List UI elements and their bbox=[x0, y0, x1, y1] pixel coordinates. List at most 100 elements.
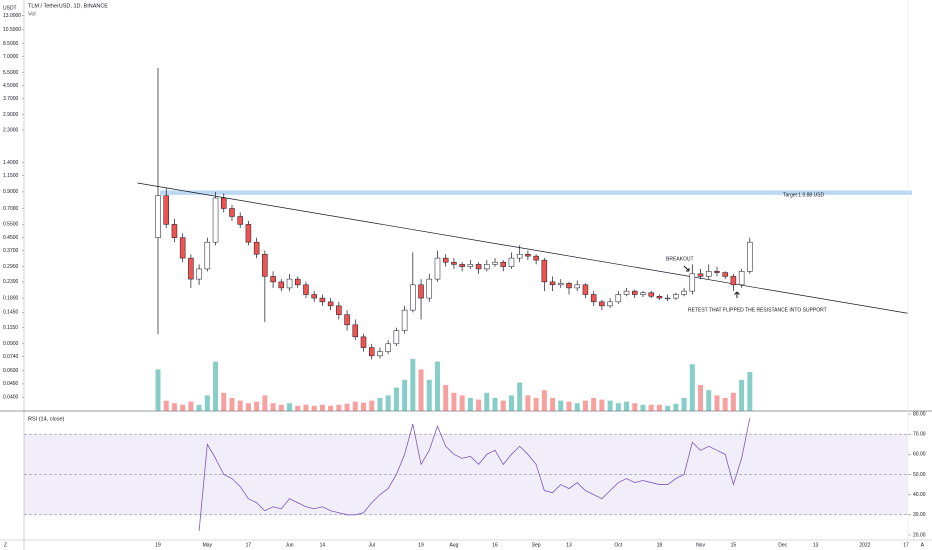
y-tick-label: 0.1800 bbox=[3, 295, 19, 301]
volume-bar bbox=[459, 395, 465, 411]
chart-title: TLM / TetherUSD, 1D, BINANCE bbox=[28, 3, 108, 9]
y-tick-label: 10.5000 bbox=[3, 27, 21, 33]
candle-body bbox=[393, 330, 400, 345]
volume-bar bbox=[615, 403, 621, 411]
candle-body bbox=[344, 314, 350, 326]
x-tick-label: 19 bbox=[418, 542, 424, 548]
x-tick-label: Nov bbox=[696, 542, 705, 548]
y-tick-label: 0.1150 bbox=[3, 325, 18, 331]
volume-bar bbox=[196, 404, 202, 411]
currency-label: USDT bbox=[3, 5, 17, 11]
candle-body bbox=[730, 276, 737, 286]
candle-body bbox=[697, 273, 704, 277]
x-tick-label: Sep bbox=[532, 542, 541, 548]
volume-bar bbox=[393, 387, 399, 411]
volume-bar bbox=[706, 390, 712, 411]
candle-body bbox=[451, 261, 457, 265]
volume-bar bbox=[303, 404, 309, 411]
candle-body bbox=[319, 297, 326, 303]
volume-bar bbox=[673, 403, 679, 411]
target-zone bbox=[160, 190, 912, 195]
breakout-arrow bbox=[683, 265, 690, 272]
x-tick-label: A bbox=[921, 542, 925, 548]
volume-bar bbox=[517, 382, 523, 411]
candle-body bbox=[336, 305, 342, 315]
candle-body bbox=[212, 197, 219, 243]
candle-body bbox=[459, 264, 465, 267]
candle-body bbox=[574, 284, 580, 289]
candle-body bbox=[327, 301, 334, 307]
volume-bar bbox=[262, 395, 268, 411]
y-tick-label: 0.0600 bbox=[3, 368, 19, 374]
candle-body bbox=[508, 257, 515, 267]
volume-bar bbox=[467, 398, 473, 411]
y-tick-label: 4.5000 bbox=[3, 83, 19, 89]
volume-bar bbox=[418, 369, 424, 411]
candle-body bbox=[270, 276, 276, 283]
candle-body bbox=[566, 283, 572, 289]
volume-bar bbox=[739, 379, 745, 411]
y-tick-label: 0.3700 bbox=[3, 248, 19, 254]
y-tick-label: 0.0400 bbox=[3, 395, 19, 401]
volume-bar bbox=[155, 369, 161, 411]
candle-body bbox=[311, 294, 317, 299]
rsi-tick-label: 20.00 bbox=[913, 532, 926, 538]
candle-body bbox=[549, 281, 556, 286]
retest-arrow bbox=[734, 291, 740, 298]
candle-body bbox=[179, 237, 186, 259]
plot: 0.0400 0.0490 0.0600 0.0740 0.0900 0.1150 0.14… bbox=[3, 0, 926, 548]
y-tick-label: 0.0900 bbox=[3, 341, 19, 347]
y-tick-label: 1.1500 bbox=[3, 173, 19, 179]
candle-body bbox=[640, 292, 646, 295]
candle-body bbox=[426, 278, 433, 299]
candle-body bbox=[722, 272, 728, 277]
volume-bar bbox=[648, 404, 654, 411]
candle-body bbox=[434, 257, 441, 280]
y-tick-label: 0.9000 bbox=[3, 189, 19, 195]
volume-bar bbox=[665, 405, 671, 411]
volume-bar bbox=[426, 379, 432, 411]
volume-bar bbox=[385, 395, 391, 411]
volume-bar bbox=[689, 364, 695, 411]
candle-body bbox=[599, 301, 605, 307]
volume-bar bbox=[476, 399, 482, 411]
candle-body bbox=[229, 208, 235, 217]
volume-bar bbox=[180, 404, 186, 411]
candle-body bbox=[155, 195, 161, 238]
x-tick-label: 14 bbox=[320, 542, 326, 548]
candle-body bbox=[418, 284, 424, 299]
candle-body bbox=[525, 253, 531, 257]
candle-body bbox=[360, 336, 367, 348]
candle-body bbox=[467, 264, 474, 267]
volume-label: Vol bbox=[28, 11, 36, 17]
volume-bar bbox=[558, 400, 564, 411]
y-tick-label: 8.5000 bbox=[3, 41, 19, 47]
candle-body bbox=[442, 257, 449, 263]
volume-bar bbox=[237, 400, 243, 411]
volume-bar bbox=[533, 398, 539, 411]
volume-bar bbox=[402, 379, 408, 411]
candle-body bbox=[278, 281, 285, 289]
candle-body bbox=[656, 296, 663, 299]
candle-body bbox=[689, 273, 696, 292]
candle-body bbox=[171, 224, 178, 238]
rsi-line bbox=[198, 417, 751, 531]
candle-body bbox=[475, 264, 482, 270]
x-tick-label: Oct bbox=[614, 542, 622, 548]
x-tick-label: Aug bbox=[449, 542, 458, 548]
retest-note: RETEST THAT FLIPPED THE RESISTANCE INTO … bbox=[688, 307, 827, 313]
volume-bar bbox=[574, 403, 580, 411]
volume-bar bbox=[361, 402, 366, 411]
y-tick-label: 2.3000 bbox=[3, 127, 19, 133]
x-tick-label: 15 bbox=[731, 542, 737, 548]
y-tick-label: 0.0490 bbox=[3, 381, 19, 387]
candle-body bbox=[204, 241, 211, 270]
volume-bar bbox=[484, 392, 490, 411]
volume-bar bbox=[204, 395, 210, 411]
candle-body bbox=[262, 253, 268, 277]
volume-bar bbox=[681, 398, 687, 411]
candle-body bbox=[253, 241, 260, 255]
volume-bar bbox=[336, 404, 342, 411]
volume-bar bbox=[352, 401, 358, 411]
